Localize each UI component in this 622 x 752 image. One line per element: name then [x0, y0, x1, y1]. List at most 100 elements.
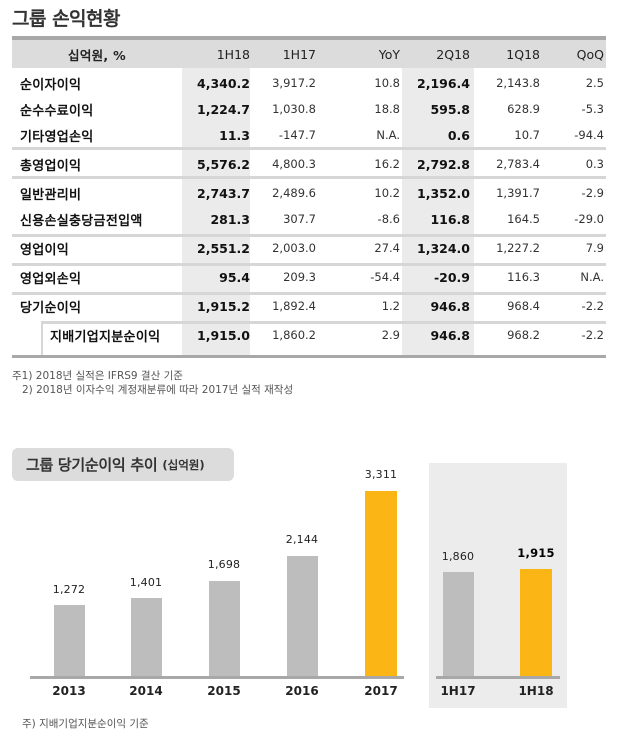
x-label-2013: 2013: [52, 684, 86, 698]
cell-qoq: -29.0: [574, 212, 604, 226]
cell-2q18: 946.8: [430, 327, 470, 343]
row-label: 기타영업손익: [20, 129, 94, 145]
cell-1q18: 1,391.7: [496, 186, 540, 200]
cell-1h17: 209.3: [283, 270, 316, 284]
x-label-1h18: 1H18: [518, 684, 554, 698]
bar-2016: [287, 556, 318, 676]
cell-yoy: 16.2: [374, 157, 400, 171]
cell-2q18: 116.8: [430, 211, 470, 227]
cell-2q18: 1,324.0: [417, 240, 470, 256]
note-2: 2) 2018년 이자수익 계정재분류에 따라 2017년 실적 재작성: [22, 384, 294, 396]
table-bottom-border: [12, 355, 606, 358]
bar-value-2015: 1,698: [207, 558, 241, 571]
cell-1q18: 628.9: [507, 102, 540, 116]
table-row: 영업외손익 95.4 209.3 -54.4 -20.9 116.3 N.A.: [12, 264, 606, 290]
cell-1h18: 11.3: [219, 127, 250, 143]
bar-2014: [131, 598, 162, 676]
row-label: 순수수료이익: [20, 103, 94, 119]
header-1q18: 1Q18: [506, 46, 540, 62]
cell-qoq: 7.9: [585, 241, 604, 255]
cell-1h17: 2,489.6: [272, 186, 316, 200]
cell-1h17: 1,860.2: [272, 328, 316, 342]
cell-1h17: -147.7: [278, 128, 316, 142]
header-yoy: YoY: [378, 46, 400, 62]
cell-1h18: 1,224.7: [197, 101, 250, 117]
chart-title: 그룹 당기순이익 추이: [26, 456, 158, 474]
sub-row-indent-line: [41, 321, 43, 355]
cell-yoy: -54.4: [370, 270, 400, 284]
cell-1h18: 1,915.0: [197, 327, 250, 343]
table-row: 당기순이익 1,915.2 1,892.4 1.2 946.8 968.4 -2…: [12, 293, 606, 319]
bar-2013: [54, 605, 85, 676]
cell-qoq: -2.2: [581, 299, 604, 313]
cell-2q18: -20.9: [433, 269, 470, 285]
bar-1h18: [520, 569, 552, 676]
cell-1h17: 2,003.0: [272, 241, 316, 255]
cell-1h17: 307.7: [283, 212, 316, 226]
table-row: 영업이익 2,551.2 2,003.0 27.4 1,324.0 1,227.…: [12, 235, 606, 261]
cell-yoy: 27.4: [374, 241, 400, 255]
bar-2015: [209, 581, 240, 676]
x-label-2017: 2017: [364, 684, 398, 698]
x-label-2014: 2014: [129, 684, 163, 698]
row-label: 일반관리비: [20, 187, 82, 203]
cell-1q18: 2,143.8: [496, 76, 540, 90]
row-label: 지배기업지분순이익: [50, 329, 161, 345]
header-2q18: 2Q18: [436, 46, 470, 62]
cell-qoq: -5.3: [581, 102, 604, 116]
bar-value-2013: 1,272: [52, 583, 86, 596]
cell-1h17: 3,917.2: [272, 76, 316, 90]
x-label-2016: 2016: [285, 684, 319, 698]
table-row: 신용손실충당금전입액 281.3 307.7 -8.6 116.8 164.5 …: [12, 206, 606, 232]
cell-2q18: 0.6: [447, 127, 470, 143]
note-1: 주1) 2018년 실적은 IFRS9 결산 기준: [12, 370, 183, 382]
header-unit: 십억원, %: [68, 47, 126, 63]
row-label: 영업이익: [20, 242, 70, 258]
cell-qoq: -2.2: [581, 328, 604, 342]
cell-1h17: 1,892.4: [272, 299, 316, 313]
cell-yoy: 2.9: [381, 328, 400, 342]
chart-note: 주) 지배기업지분순이익 기준: [22, 718, 149, 730]
table-row: 일반관리비 2,743.7 2,489.6 10.2 1,352.0 1,391…: [12, 180, 606, 206]
halfyear-chart-baseline: [436, 676, 560, 679]
chart-title-box: 그룹 당기순이익 추이 (십억원): [12, 448, 234, 481]
cell-1q18: 1,227.2: [496, 241, 540, 255]
table-row: 기타영업손익 11.3 -147.7 N.A. 0.6 10.7 -94.4: [12, 122, 606, 148]
header-1h17: 1H17: [282, 46, 316, 62]
cell-1h17: 1,030.8: [272, 102, 316, 116]
chart-unit: (십억원): [162, 457, 205, 472]
cell-yoy: N.A.: [376, 128, 400, 142]
row-label: 총영업이익: [20, 158, 82, 174]
cell-1h17: 4,800.3: [272, 157, 316, 171]
cell-1h18: 4,340.2: [197, 75, 250, 91]
row-divider: [12, 263, 606, 266]
table-header-row: 십억원, % 1H18 1H17 YoY 2Q18 1Q18 QoQ: [12, 36, 606, 68]
x-label-2015: 2015: [207, 684, 241, 698]
row-divider: [12, 292, 606, 295]
cell-1h18: 281.3: [210, 211, 250, 227]
row-label: 영업외손익: [20, 271, 82, 287]
cell-1q18: 116.3: [507, 270, 540, 284]
cell-1q18: 968.4: [507, 299, 540, 313]
cell-qoq: 2.5: [585, 76, 604, 90]
cell-yoy: 1.2: [381, 299, 400, 313]
cell-2q18: 946.8: [430, 298, 470, 314]
cell-2q18: 2,196.4: [417, 75, 470, 91]
cell-yoy: 10.8: [374, 76, 400, 90]
cell-1q18: 2,783.4: [496, 157, 540, 171]
annual-chart-baseline: [30, 676, 404, 679]
highlight-column-2q18: [402, 68, 474, 358]
table-row: 총영업이익 5,576.2 4,800.3 16.2 2,792.8 2,783…: [12, 151, 606, 177]
income-table: 십억원, % 1H18 1H17 YoY 2Q18 1Q18 QoQ 순이자이익…: [12, 36, 606, 358]
table-section-title: 그룹 손익현황: [12, 8, 121, 30]
cell-qoq: -2.9: [581, 186, 604, 200]
bar-2017: [365, 491, 397, 676]
cell-1q18: 10.7: [514, 128, 540, 142]
cell-1q18: 968.2: [507, 328, 540, 342]
row-divider: [12, 176, 606, 179]
cell-1h18: 2,551.2: [197, 240, 250, 256]
cell-1q18: 164.5: [507, 212, 540, 226]
bar-value-1h18: 1,915: [517, 546, 555, 560]
table-notes: 주1) 2018년 실적은 IFRS9 결산 기준 2) 2018년 이자수익 …: [12, 369, 293, 397]
cell-qoq: -94.4: [574, 128, 604, 142]
